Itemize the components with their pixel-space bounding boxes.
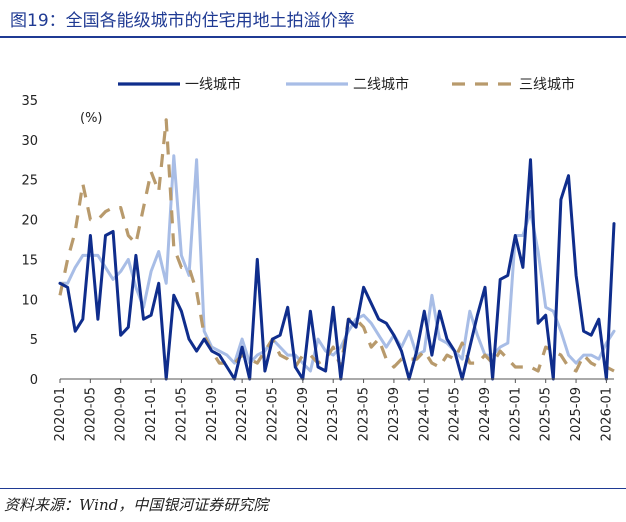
x-tick-label: 2023-09 [387,387,402,441]
chart-title: 图19：全国各能级城市的住宅用地土拍溢价率 [10,11,355,31]
x-tick-label: 2026-01 [599,387,614,441]
x-tick-label: 2024-01 [417,387,432,441]
y-tick-label: 0 [30,373,38,388]
legend-label-3: 三线城市 [519,76,575,93]
y-tick-label: 25 [21,174,38,189]
y-tick-label: 10 [21,293,38,308]
x-tick-label: 2025-01 [508,387,523,441]
x-tick-label: 2020-01 [53,387,68,441]
y-tick-label: 35 [21,94,38,109]
y-tick-label: 15 [21,253,38,268]
x-tick-label: 2023-05 [357,387,372,441]
y-tick-label: 30 [21,134,38,149]
x-tick-label: 2022-09 [296,387,311,441]
y-axis: 35 30 25 20 15 10 5 0 [21,94,38,388]
x-tick-label: 2023-01 [326,387,341,441]
x-tick-label: 2021-05 [174,387,189,441]
legend-label-1: 一线城市 [185,76,241,93]
legend-label-2: 二线城市 [353,76,409,93]
series-layer [58,118,616,381]
source-note: 资料来源：Wind，中国银河证券研究院 [4,496,269,514]
x-tick-label: 2022-01 [235,387,250,441]
x-tick-label: 2022-05 [265,387,280,441]
x-tick-label: 2025-05 [539,387,554,441]
unit-label: (%) [80,111,103,126]
x-tick-label: 2024-09 [478,387,493,441]
legend: 一线城市 二线城市 三线城市 [118,76,575,93]
x-tick-label: 2024-05 [448,387,463,441]
footer-rule [0,488,626,489]
x-tick-label: 2021-01 [144,387,159,441]
x-axis: 2020-01 2020-05 2020-09 2021-01 2021-05 2021-… [53,379,614,441]
x-tick-label: 2020-09 [114,387,129,441]
y-tick-label: 20 [21,214,38,229]
series-line-3 [58,118,615,373]
x-tick-label: 2025-09 [569,387,584,441]
x-tick-label: 2020-05 [83,387,98,441]
series-line-1 [58,158,616,381]
x-tick-label: 2021-09 [205,387,220,441]
title-rule [0,36,626,38]
y-tick-label: 5 [30,333,38,348]
